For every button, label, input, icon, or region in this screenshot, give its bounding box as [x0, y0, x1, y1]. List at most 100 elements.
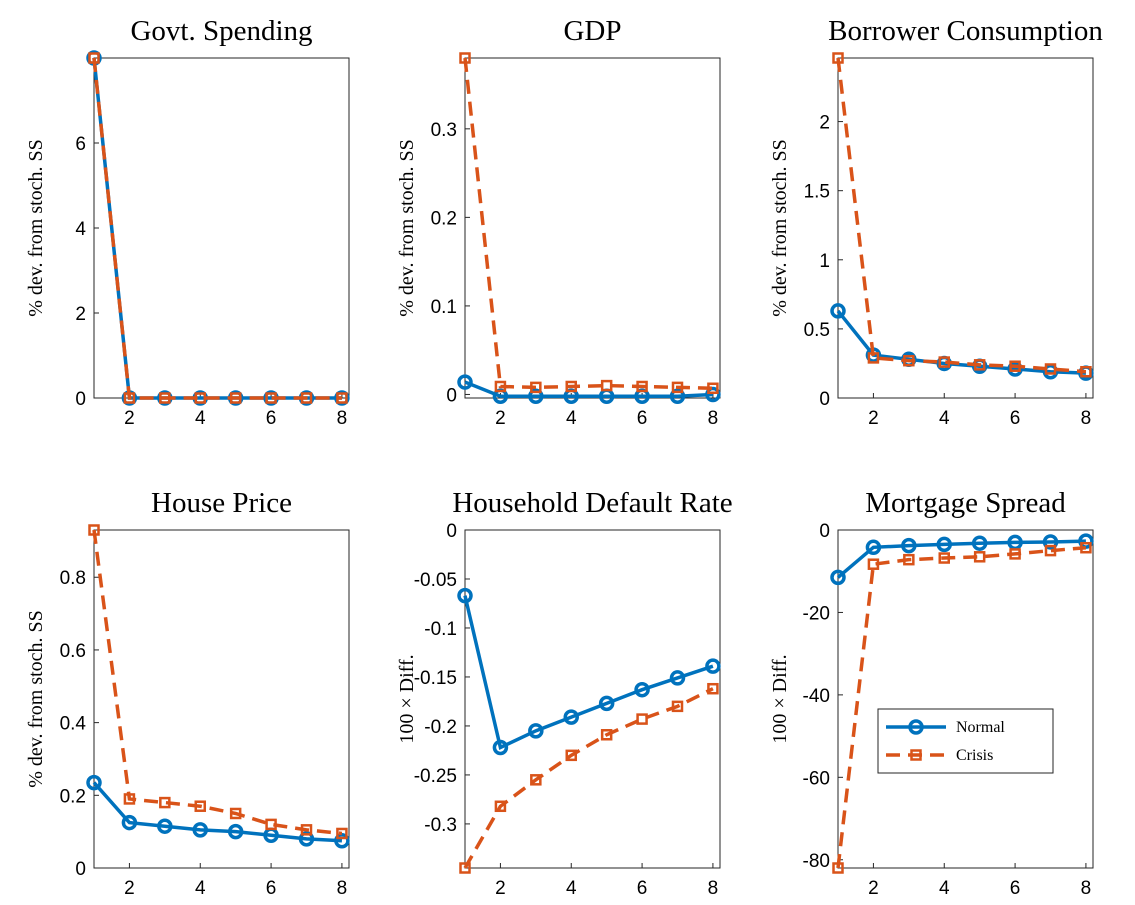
series-line — [836, 57, 1087, 374]
point — [159, 392, 171, 404]
point — [192, 822, 208, 838]
point — [669, 670, 686, 686]
point — [671, 700, 684, 713]
point — [88, 52, 100, 64]
point — [459, 52, 471, 64]
point — [334, 832, 350, 849]
point — [530, 381, 542, 394]
x-tick-label: 8 — [337, 408, 348, 429]
point — [194, 800, 206, 812]
point — [938, 356, 950, 368]
y-tick-label: 4 — [75, 219, 86, 240]
point — [265, 392, 277, 404]
chart-title: Mortgage Spread — [865, 487, 1066, 519]
point — [903, 553, 915, 566]
plot-frame — [837, 529, 1094, 869]
y-tick-label: 0.3 — [431, 120, 457, 141]
y-axis-label: % dev. from stoch. SS — [25, 610, 47, 788]
point — [1009, 360, 1021, 372]
y-tick-label: 0.2 — [431, 208, 457, 229]
x-tick-label: 6 — [637, 408, 648, 429]
point — [867, 352, 880, 364]
point — [334, 390, 350, 406]
y-tick-label: 0.8 — [60, 568, 86, 589]
y-tick-label: 0.2 — [60, 786, 86, 807]
y-tick-label: -0.3 — [424, 815, 457, 836]
x-tick-label: 2 — [495, 408, 506, 429]
point — [903, 354, 915, 367]
point — [528, 388, 544, 404]
point — [194, 392, 206, 404]
plot-frame — [93, 57, 350, 399]
y-axis-label: % dev. from stoch. SS — [396, 139, 418, 317]
legend-label: Normal — [956, 719, 1005, 736]
y-tick-label: -0.2 — [424, 717, 457, 738]
x-tick-label: 6 — [1010, 408, 1021, 429]
y-axis-label: % dev. from stoch. SS — [769, 139, 791, 317]
legend-marker — [910, 749, 922, 761]
x-tick-label: 4 — [195, 408, 206, 429]
chart-title: GDP — [563, 15, 621, 47]
y-tick-label: -0.05 — [414, 570, 457, 591]
point — [671, 381, 684, 394]
series-line — [463, 57, 713, 391]
point — [867, 558, 880, 570]
x-tick-label: 6 — [266, 878, 277, 899]
x-tick-label: 8 — [1081, 408, 1092, 429]
point — [830, 569, 846, 586]
x-tick-label: 8 — [1081, 878, 1092, 899]
x-tick-label: 4 — [566, 408, 577, 429]
y-tick-label: 2 — [819, 113, 830, 134]
x-tick-label: 8 — [708, 878, 719, 899]
point — [265, 818, 277, 831]
point — [598, 695, 615, 712]
legend-label: Crisis — [956, 747, 993, 764]
point — [298, 831, 315, 847]
x-tick-label: 4 — [195, 878, 206, 899]
y-tick-label: -0.25 — [414, 766, 457, 787]
point — [300, 392, 313, 404]
series-line — [92, 529, 343, 836]
chart-title: House Price — [151, 487, 292, 519]
point — [600, 379, 613, 392]
point — [707, 682, 719, 695]
y-tick-label: 1.5 — [804, 182, 830, 203]
y-tick-label: 0.1 — [431, 297, 457, 318]
point — [669, 388, 686, 404]
point — [88, 524, 100, 536]
point — [901, 537, 917, 554]
point — [705, 658, 721, 674]
plot-frame — [464, 57, 721, 399]
point — [865, 539, 882, 556]
legend-marker — [908, 719, 924, 735]
point — [227, 823, 244, 840]
chart-title: Household Default Rate — [452, 487, 732, 519]
point — [830, 303, 846, 319]
plot-frame — [837, 57, 1094, 399]
point — [973, 551, 986, 563]
y-tick-label: 2 — [75, 304, 86, 325]
point — [1080, 541, 1092, 554]
y-axis-label: % dev. from stoch. SS — [25, 139, 47, 317]
point — [565, 749, 577, 762]
y-tick-label: 0.4 — [60, 714, 87, 735]
x-tick-label: 2 — [124, 408, 135, 429]
point — [300, 824, 313, 836]
plot-frame — [93, 529, 350, 869]
point — [1007, 361, 1023, 377]
point — [123, 793, 136, 805]
y-tick-label: 0.5 — [804, 320, 830, 341]
point — [121, 814, 138, 831]
point — [123, 392, 136, 404]
chart-title: Govt. Spending — [130, 15, 312, 47]
point — [494, 800, 507, 813]
point — [973, 359, 986, 371]
point — [528, 723, 544, 739]
x-tick-label: 8 — [337, 878, 348, 899]
y-tick-label: 0.6 — [60, 641, 86, 662]
x-tick-label: 4 — [566, 878, 577, 899]
point — [159, 796, 171, 809]
y-tick-label: 0 — [819, 521, 830, 542]
point — [1078, 533, 1094, 549]
